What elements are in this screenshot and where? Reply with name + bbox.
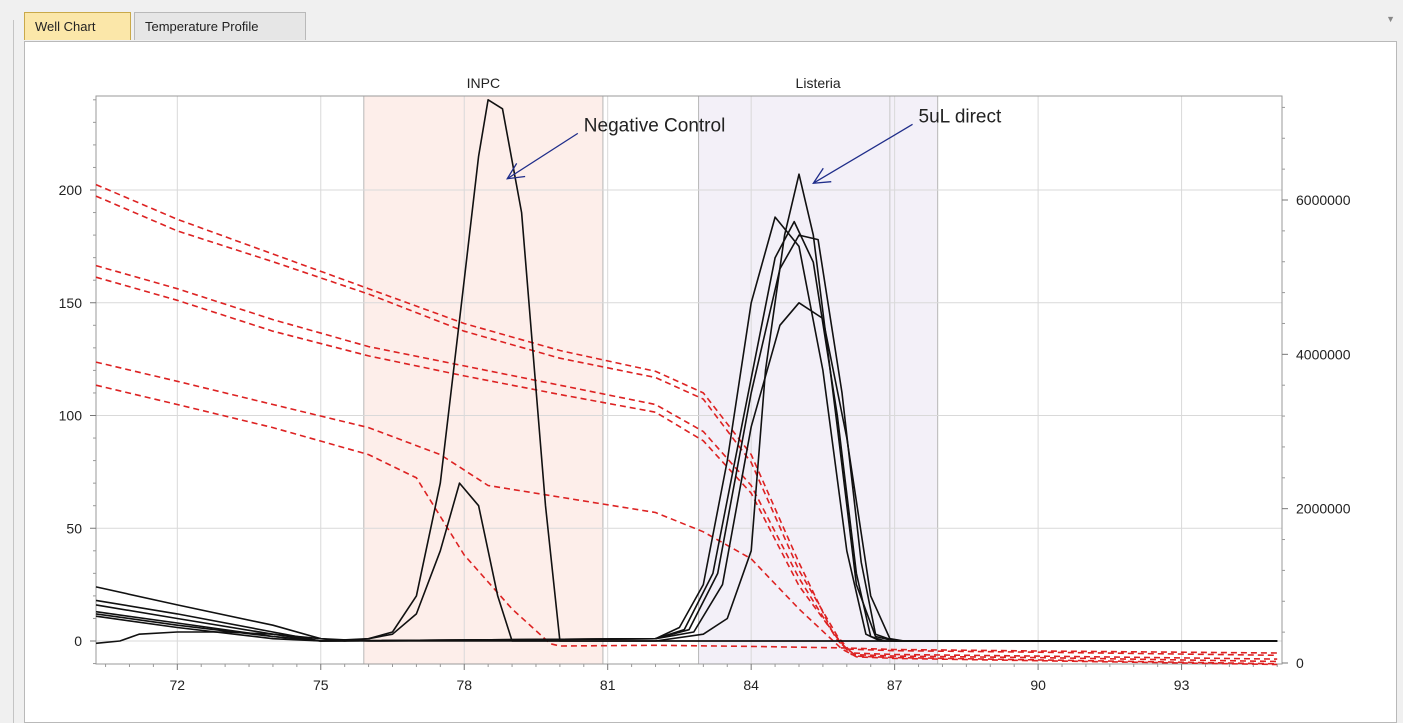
y-tick-label-3: 150 bbox=[59, 295, 83, 311]
plot-frame bbox=[95, 95, 1283, 665]
y2-tick-label-3: 6000000 bbox=[1296, 192, 1351, 208]
y-tick-label-2: 100 bbox=[59, 408, 83, 424]
left-panel-edge bbox=[0, 0, 18, 723]
annotation-arrow-0 bbox=[506, 132, 579, 180]
melt-peak-2 bbox=[95, 216, 1278, 642]
left-panel-divider bbox=[13, 20, 14, 723]
tab-well-chart[interactable]: Well Chart bbox=[24, 12, 131, 40]
y2-tick-label-1: 2000000 bbox=[1296, 501, 1351, 517]
well-chart-panel: INPC Listeria 0 50 100 150 200 0 2000000 4000000 6… bbox=[24, 41, 1397, 723]
x-tick-label-7: 93 bbox=[1174, 677, 1190, 693]
melt-peak-0 bbox=[95, 99, 1278, 642]
melt-curve-3 bbox=[95, 276, 1278, 665]
melt-curve-4 bbox=[95, 361, 1278, 666]
melt-curve-2 bbox=[95, 264, 1278, 663]
melt-chart: INPC Listeria 0 50 100 150 200 0 2000000 4000000 6… bbox=[59, 75, 1351, 693]
region-label-1: Listeria bbox=[796, 75, 841, 91]
y2-tick-label-2: 4000000 bbox=[1296, 346, 1351, 362]
y2-tick-label-0: 0 bbox=[1296, 655, 1304, 671]
melt-peak-4 bbox=[95, 234, 1278, 642]
y-tick-label-0: 0 bbox=[74, 633, 82, 649]
annotation-arrow-1 bbox=[813, 123, 913, 184]
annotation-arrowhead-1 bbox=[812, 167, 832, 184]
y-tick-label-4: 200 bbox=[59, 182, 83, 198]
melt-peak-5 bbox=[95, 302, 1278, 642]
x-tick-label-5: 87 bbox=[887, 677, 903, 693]
melt-peak-1 bbox=[95, 482, 1278, 642]
annotation-arrowhead-0 bbox=[506, 163, 526, 180]
x-tick-label-6: 90 bbox=[1030, 677, 1046, 693]
x-tick-label-4: 84 bbox=[743, 677, 759, 693]
x-tick-label-2: 78 bbox=[456, 677, 472, 693]
annotation-label-0: Negative Control bbox=[584, 115, 726, 136]
y-tick-label-1: 50 bbox=[66, 520, 82, 536]
melt-curve-5 bbox=[95, 384, 1278, 654]
tab-dropdown-icon[interactable]: ▼ bbox=[1386, 14, 1395, 24]
melt-curve-0 bbox=[95, 183, 1278, 657]
melt-peak-6 bbox=[95, 173, 1278, 645]
x-tick-label-3: 81 bbox=[600, 677, 616, 693]
region-label-0: INPC bbox=[467, 75, 500, 91]
chart-tab-bar: Well Chart Temperature Profile bbox=[24, 12, 1403, 42]
annotation-label-1: 5uL direct bbox=[919, 106, 1002, 127]
x-tick-label-1: 75 bbox=[313, 677, 329, 693]
melt-curve-1 bbox=[95, 195, 1278, 660]
tab-temperature-profile[interactable]: Temperature Profile bbox=[134, 12, 306, 40]
x-tick-label-0: 72 bbox=[170, 677, 186, 693]
region-band-1 bbox=[698, 96, 938, 664]
